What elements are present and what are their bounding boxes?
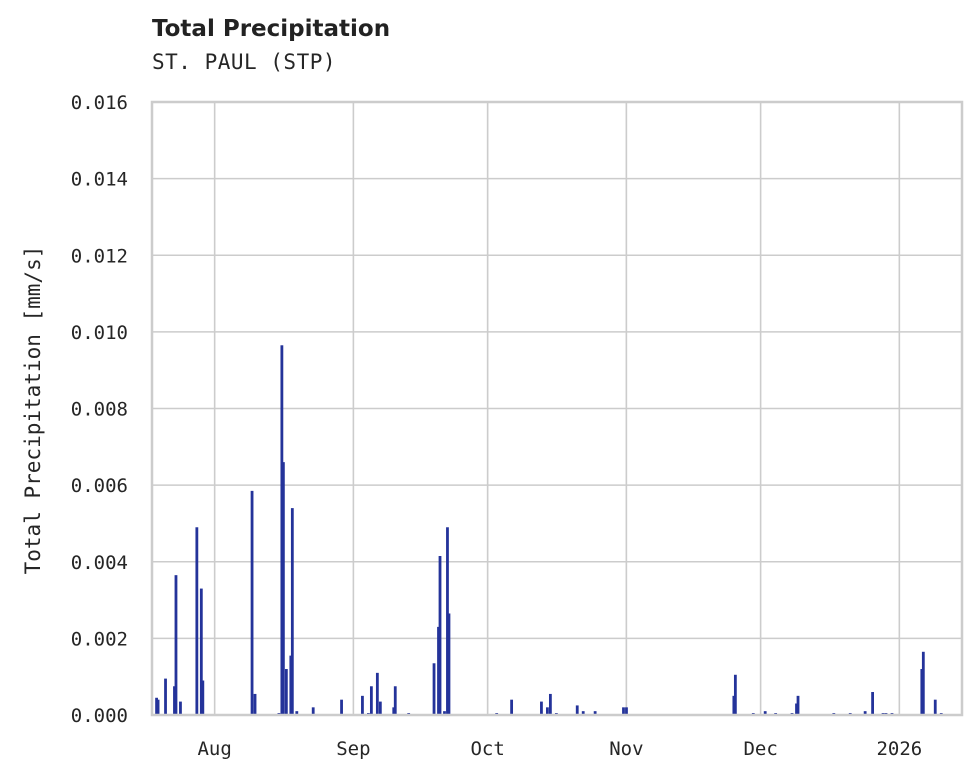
precip-bar (921, 651, 925, 715)
y-tick-label: 0.002 (71, 628, 128, 650)
precip-bar (155, 697, 158, 715)
precip-bar (438, 556, 442, 715)
precip-bar (446, 527, 449, 715)
plot-frame (150, 100, 964, 717)
precip-bar (733, 674, 737, 715)
y-axis-ticks: 0.000 0.002 0.004 0.006 0.008 0.010 0.012 0.014… (71, 92, 128, 727)
precip-bar (290, 508, 294, 715)
precip-bar (546, 707, 549, 715)
precip-bar (548, 693, 552, 715)
y-tick-label: 0.000 (71, 705, 128, 727)
y-tick-label: 0.004 (71, 552, 128, 574)
precip-bar (763, 711, 767, 715)
precip-bar (443, 711, 446, 715)
x-tick-label: Nov (609, 738, 643, 760)
precip-bar (375, 672, 379, 715)
precip-bar (871, 692, 874, 715)
precip-bar (447, 613, 451, 715)
precip-bar (340, 699, 343, 715)
precip-bar (201, 680, 205, 715)
precip-bar (510, 699, 514, 715)
y-tick-label: 0.012 (71, 245, 128, 267)
precip-bar (593, 711, 597, 715)
precip-bar (933, 699, 937, 715)
precip-bar (361, 695, 364, 715)
precip-bar (393, 686, 397, 715)
y-tick-label: 0.006 (71, 475, 128, 497)
precip-bar (195, 527, 199, 715)
y-tick-label: 0.014 (71, 169, 128, 191)
precip-bar (920, 669, 924, 715)
precip-bar (540, 701, 543, 715)
precip-bar (432, 663, 436, 715)
chart-title: Total Precipitation (152, 16, 391, 42)
precip-bar (732, 695, 736, 715)
x-tick-label: Oct (470, 738, 504, 760)
precip-bar (622, 707, 625, 715)
precip-bar (581, 711, 585, 715)
y-tick-label: 0.016 (71, 92, 128, 114)
precip-bar (437, 626, 440, 715)
bar-series (155, 345, 943, 715)
precip-bar (179, 701, 182, 715)
precip-bar (284, 669, 288, 715)
precip-bar (174, 575, 178, 715)
precip-bar (156, 699, 160, 715)
precip-bar (625, 707, 628, 715)
precip-bar (199, 588, 203, 715)
precip-bar (392, 707, 396, 715)
x-tick-label: 2026 (876, 738, 922, 760)
precip-bar (575, 705, 579, 715)
precip-bar (289, 655, 293, 715)
grid-lines (152, 101, 962, 716)
precip-bar (250, 490, 254, 715)
precip-bar (369, 686, 373, 715)
precip-bar (795, 703, 798, 715)
precip-bar (796, 695, 800, 715)
precip-bar (295, 711, 299, 715)
x-axis-ticks: Aug Sep Oct Nov Dec 2026 (197, 738, 922, 760)
x-tick-label: Dec (743, 738, 777, 760)
precip-bar (311, 707, 315, 715)
precip-bar (164, 678, 167, 715)
chart-subtitle: ST. PAUL (STP) (152, 50, 337, 74)
x-tick-label: Aug (197, 738, 231, 760)
x-tick-label: Sep (336, 738, 370, 760)
precip-bar (280, 345, 284, 715)
precip-bar (378, 701, 382, 715)
precip-bar (173, 686, 176, 715)
y-tick-label: 0.010 (71, 322, 128, 344)
precip-bar (863, 711, 867, 715)
y-tick-label: 0.008 (71, 399, 128, 421)
precip-bar (281, 462, 285, 715)
precip-bar (253, 693, 257, 715)
